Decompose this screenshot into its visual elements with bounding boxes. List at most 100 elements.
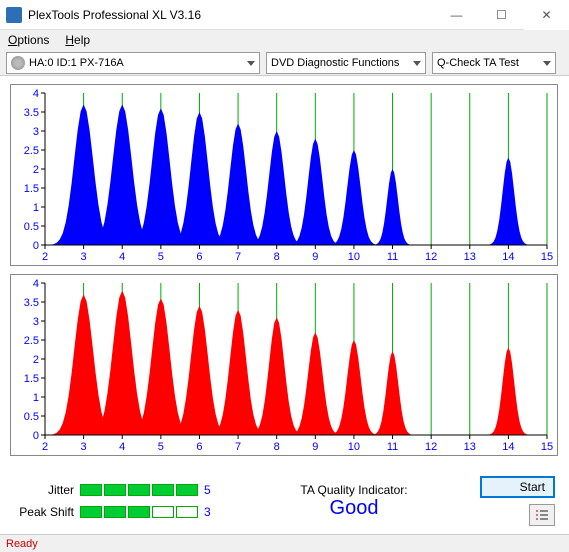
- rating-box: [128, 506, 150, 518]
- svg-text:4: 4: [119, 441, 125, 453]
- jitter-bars: [80, 484, 198, 496]
- quality-label: TA Quality Indicator:: [238, 483, 470, 497]
- svg-text:2.5: 2.5: [24, 335, 39, 347]
- bottom-chart: 00.511.522.533.5423456789101112131415: [10, 274, 558, 456]
- device-dropdown-text: HA:0 ID:1 PX-716A: [29, 57, 243, 69]
- svg-text:14: 14: [502, 251, 514, 263]
- menu-options[interactable]: Options: [8, 33, 49, 47]
- peakshift-bars: [80, 506, 198, 518]
- rating-box: [152, 506, 174, 518]
- svg-text:3.5: 3.5: [24, 297, 39, 309]
- peakshift-label: Peak Shift: [14, 505, 74, 519]
- menu-help[interactable]: Help: [65, 33, 90, 47]
- device-dropdown[interactable]: HA:0 ID:1 PX-716A: [6, 52, 260, 74]
- svg-text:2: 2: [33, 164, 39, 176]
- svg-text:5: 5: [158, 441, 164, 453]
- svg-text:2.5: 2.5: [24, 145, 39, 157]
- svg-text:9: 9: [312, 251, 318, 263]
- jitter-row: Jitter 5: [14, 483, 218, 497]
- window-titlebar: PlexTools Professional XL V3.16 — ☐ ✕: [0, 0, 569, 30]
- svg-text:6: 6: [196, 441, 202, 453]
- svg-text:3: 3: [33, 316, 39, 328]
- svg-text:4: 4: [33, 88, 39, 100]
- svg-text:4: 4: [33, 278, 39, 290]
- svg-text:13: 13: [464, 251, 476, 263]
- svg-text:1.5: 1.5: [24, 183, 39, 195]
- svg-text:11: 11: [387, 251, 398, 263]
- start-button[interactable]: Start: [480, 476, 555, 498]
- charts-area: 00.511.522.533.5423456789101112131415 00…: [0, 76, 569, 468]
- top-chart: 00.511.522.533.5423456789101112131415: [10, 84, 558, 266]
- svg-text:9: 9: [312, 441, 318, 453]
- app-icon: [6, 7, 22, 23]
- svg-text:3: 3: [81, 441, 87, 453]
- rating-box: [176, 506, 198, 518]
- toolbar: HA:0 ID:1 PX-716A DVD Diagnostic Functio…: [0, 50, 569, 76]
- svg-text:6: 6: [196, 251, 202, 263]
- status-text: Ready: [6, 538, 38, 550]
- options-button[interactable]: [529, 504, 555, 526]
- rating-box: [80, 484, 102, 496]
- peakshift-row: Peak Shift 3: [14, 505, 218, 519]
- svg-text:7: 7: [235, 251, 241, 263]
- category-dropdown-text: DVD Diagnostic Functions: [271, 57, 409, 69]
- rating-box: [128, 484, 150, 496]
- quality-indicator: TA Quality Indicator: Good: [238, 483, 470, 520]
- close-button[interactable]: ✕: [524, 0, 569, 30]
- category-dropdown[interactable]: DVD Diagnostic Functions: [266, 52, 426, 74]
- svg-text:2: 2: [42, 251, 48, 263]
- chevron-down-icon: [413, 57, 421, 69]
- svg-text:10: 10: [348, 441, 360, 453]
- svg-text:0.5: 0.5: [24, 411, 39, 423]
- action-buttons: Start: [480, 476, 555, 526]
- chevron-down-icon: [543, 57, 551, 69]
- bottom-panel: Jitter 5 Peak Shift 3 TA Quality Indicat…: [0, 468, 569, 534]
- peakshift-value: 3: [204, 505, 218, 519]
- test-dropdown[interactable]: Q-Check TA Test: [432, 52, 556, 74]
- svg-text:1: 1: [33, 392, 39, 404]
- menubar: Options Help: [0, 30, 569, 50]
- svg-text:0: 0: [33, 430, 39, 442]
- close-icon: ✕: [541, 8, 551, 22]
- svg-text:2: 2: [33, 354, 39, 366]
- svg-text:1.5: 1.5: [24, 373, 39, 385]
- window-buttons: — ☐ ✕: [434, 0, 569, 30]
- jitter-label: Jitter: [14, 483, 74, 497]
- svg-text:0.5: 0.5: [24, 221, 39, 233]
- svg-text:3: 3: [81, 251, 87, 263]
- rating-box: [176, 484, 198, 496]
- rating-box: [104, 506, 126, 518]
- window-title: PlexTools Professional XL V3.16: [28, 8, 434, 22]
- test-dropdown-text: Q-Check TA Test: [437, 57, 539, 69]
- ratings: Jitter 5 Peak Shift 3: [14, 483, 218, 519]
- svg-text:15: 15: [541, 441, 553, 453]
- svg-text:12: 12: [425, 441, 437, 453]
- list-icon: [535, 508, 549, 522]
- svg-text:8: 8: [274, 251, 280, 263]
- svg-text:2: 2: [42, 441, 48, 453]
- svg-text:5: 5: [158, 251, 164, 263]
- jitter-value: 5: [204, 483, 218, 497]
- svg-text:7: 7: [235, 441, 241, 453]
- minimize-icon: —: [451, 8, 463, 22]
- svg-text:12: 12: [425, 251, 437, 263]
- menu-options-rest: ptions: [17, 33, 49, 47]
- svg-text:8: 8: [274, 441, 280, 453]
- chevron-down-icon: [247, 57, 255, 69]
- quality-value: Good: [238, 497, 470, 520]
- svg-text:13: 13: [464, 441, 476, 453]
- disc-icon: [11, 56, 25, 70]
- rating-box: [80, 506, 102, 518]
- svg-text:3.5: 3.5: [24, 107, 39, 119]
- svg-text:4: 4: [119, 251, 125, 263]
- svg-text:15: 15: [541, 251, 553, 263]
- maximize-icon: ☐: [496, 8, 507, 22]
- svg-text:1: 1: [33, 202, 39, 214]
- maximize-button[interactable]: ☐: [479, 0, 524, 30]
- menu-help-rest: elp: [74, 33, 90, 47]
- minimize-button[interactable]: —: [434, 0, 479, 30]
- svg-text:10: 10: [348, 251, 360, 263]
- rating-box: [152, 484, 174, 496]
- rating-box: [104, 484, 126, 496]
- svg-text:3: 3: [33, 126, 39, 138]
